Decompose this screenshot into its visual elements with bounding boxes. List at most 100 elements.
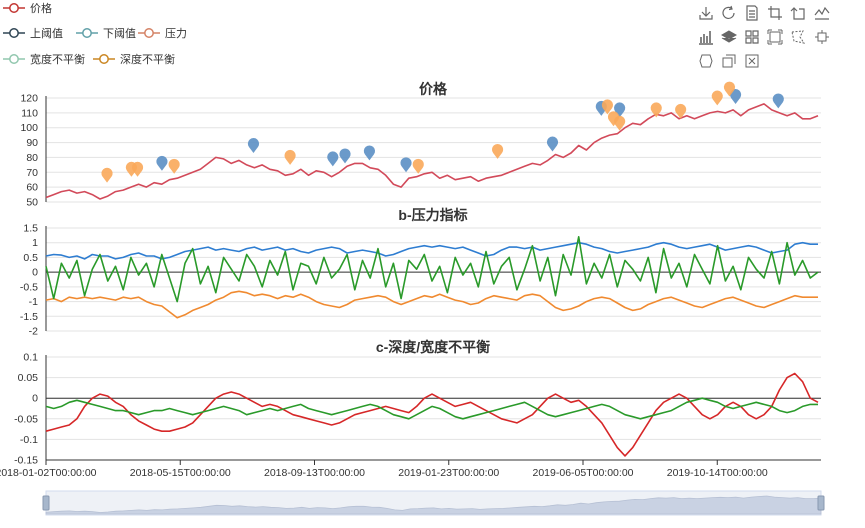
toolbox[interactable] (699, 5, 830, 68)
series-line (45, 241, 818, 260)
datazoom-handle-left[interactable] (42, 495, 50, 511)
y-tick-label: 50 (26, 197, 38, 209)
imbalance-chart: c-深度/宽度不平衡 -0.15 -0.1 -0.05 0 0.05 0.1 (14, 339, 821, 467)
y-tick-label: 80 (26, 152, 38, 164)
datazoom-shadow (45, 495, 822, 515)
y-tick-label: -0.1 (20, 434, 38, 446)
pin-marker[interactable] (101, 167, 113, 183)
pin-marker[interactable] (675, 103, 687, 119)
pin-marker[interactable] (772, 93, 784, 109)
pin-marker[interactable] (723, 81, 736, 97)
series-line (45, 103, 819, 200)
datazoom-handle-right[interactable] (817, 495, 825, 511)
pin-marker[interactable] (247, 138, 260, 153)
rect-select-icon[interactable] (767, 29, 783, 45)
y-tick-label: 90 (26, 137, 38, 149)
y-tick-label: 120 (20, 93, 38, 105)
line-type-icon[interactable] (814, 6, 830, 20)
brush-copy-icon[interactable] (722, 54, 736, 68)
series-line (45, 397, 818, 420)
y-tick-label: -0.15 (14, 455, 38, 467)
y-tick-label: 0.5 (23, 252, 38, 264)
y-tick-label: 70 (26, 167, 38, 179)
x-axis: 2018-01-02T00:00:00 2018-05-15T00:00:00 20… (0, 459, 821, 479)
pin-marker[interactable] (650, 102, 662, 118)
pin-marker[interactable] (400, 157, 412, 173)
datazoom-slider[interactable] (42, 490, 825, 516)
zoom-icon[interactable] (768, 6, 782, 20)
y-tick-label: 1.5 (23, 223, 38, 235)
bar-type-icon[interactable] (699, 31, 713, 45)
legend-item[interactable]: 价格 (3, 1, 52, 15)
legend-marker-icon (9, 3, 19, 13)
pin-marker[interactable] (711, 90, 723, 106)
pin-marker[interactable] (614, 115, 626, 131)
y-tick-label: -0.05 (14, 413, 38, 425)
y-tick-label: 110 (21, 107, 38, 119)
pin-marker[interactable] (412, 158, 424, 174)
price-chart: 价格 50 60 70 80 90 100 110 120 (20, 81, 821, 209)
y-tick-label: -1 (29, 296, 38, 308)
pressure-chart-title: b-压力指标 (398, 207, 467, 223)
y-tick-label: 0 (32, 393, 38, 405)
legend-marker-icon (82, 28, 92, 38)
x-tick-label: 2018-09-13T00:00:00 (264, 467, 365, 479)
legend-item[interactable]: 深度不平衡 (93, 52, 175, 66)
pin-marker[interactable] (363, 145, 376, 161)
x-tick-label: 2019-01-23T00:00:00 (398, 467, 499, 479)
brush-clear-icon[interactable] (699, 54, 713, 68)
legend-marker-icon (9, 28, 19, 38)
clear-select-icon[interactable] (745, 54, 759, 68)
pin-marker[interactable] (339, 148, 351, 164)
legend-label: 上阈值 (30, 26, 63, 40)
legend-label: 下阈值 (103, 26, 136, 40)
pressure-chart: b-压力指标 -2 -1.5 -1 -0.5 0 0.5 1 1.5 (20, 207, 821, 338)
save-as-image-icon[interactable] (699, 7, 713, 20)
zoom-back-icon[interactable] (790, 7, 805, 20)
pin-marker[interactable] (168, 158, 180, 174)
y-tick-label: 0.1 (23, 352, 38, 364)
pin-marker[interactable] (546, 136, 559, 152)
legend-item[interactable]: 下阈值 (76, 26, 136, 40)
legend-item[interactable]: 宽度不平衡 (3, 52, 85, 66)
y-tick-label: -1.5 (20, 311, 38, 323)
y-tick-label: 0 (32, 267, 38, 279)
pin-marker[interactable] (284, 149, 296, 165)
price-chart-title: 价格 (419, 81, 448, 97)
pin-marker[interactable] (131, 161, 144, 177)
pin-marker[interactable] (729, 89, 742, 104)
keep-select-icon[interactable] (815, 30, 829, 44)
data-view-icon[interactable] (746, 5, 758, 21)
y-tick-label: 0.05 (18, 372, 39, 384)
legend-item[interactable]: 压力 (138, 27, 187, 40)
y-tick-label: -0.5 (20, 281, 38, 293)
y-tick-label: 60 (26, 182, 38, 194)
series-line (45, 236, 819, 303)
legend-label: 价格 (30, 1, 52, 15)
pin-marker[interactable] (327, 151, 339, 167)
imbalance-chart-title: c-深度/宽度不平衡 (376, 339, 490, 355)
y-tick-label: 100 (20, 122, 38, 134)
y-tick-label: -2 (29, 326, 38, 338)
pin-marker[interactable] (607, 111, 620, 127)
legend-label: 宽度不平衡 (30, 52, 85, 66)
pin-marker[interactable] (601, 99, 614, 115)
legend-marker-icon (9, 54, 19, 64)
restore-icon[interactable] (722, 5, 735, 19)
y-tick-label: 1 (32, 237, 38, 249)
legend-label: 压力 (165, 27, 187, 40)
legend-marker-icon (144, 28, 154, 38)
stack-type-icon[interactable] (720, 30, 738, 43)
pin-marker[interactable] (491, 143, 504, 159)
x-tick-label: 2018-05-15T00:00:00 (130, 467, 231, 479)
pin-marker[interactable] (156, 155, 168, 171)
legend-item[interactable]: 上阈值 (3, 26, 63, 40)
series-line (45, 290, 818, 319)
x-tick-label: 2019-10-14T00:00:00 (667, 467, 768, 479)
polygon-select-icon[interactable] (791, 30, 806, 44)
tiled-type-icon[interactable] (745, 30, 759, 44)
x-tick-label: 2019-06-05T00:00:00 (533, 467, 634, 479)
series-line (45, 372, 819, 457)
